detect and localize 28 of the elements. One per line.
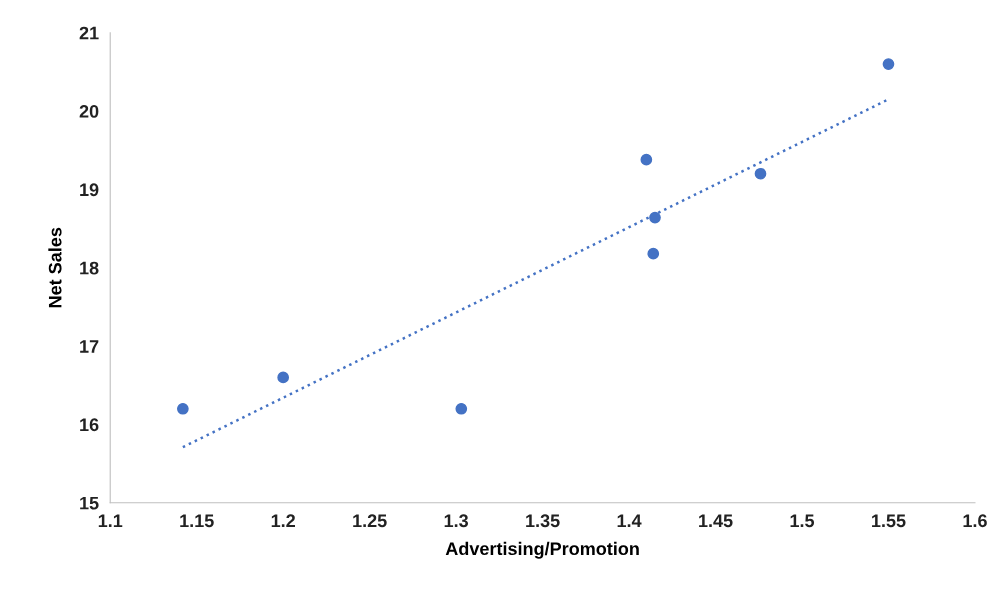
point bbox=[649, 211, 661, 224]
point bbox=[640, 153, 653, 166]
x-tick-label: 1.45 bbox=[699, 514, 733, 528]
x-axis-title: Advertising/Promotion bbox=[445, 541, 639, 559]
x-tick-label: 1.55 bbox=[872, 514, 906, 528]
x-tick-label: 1.1 bbox=[98, 514, 123, 527]
x-tick-label: 1.25 bbox=[353, 514, 387, 528]
point bbox=[455, 402, 468, 415]
point bbox=[647, 247, 660, 260]
x-tick-label: 1.35 bbox=[526, 514, 560, 528]
x-tick-label: 1.3 bbox=[444, 514, 469, 528]
x-tick-label: 1.6 bbox=[963, 514, 987, 528]
point bbox=[754, 167, 767, 180]
y-tick-label: 17 bbox=[80, 340, 99, 353]
point bbox=[882, 58, 895, 70]
x-tick-label: 1.2 bbox=[271, 514, 295, 527]
x-tick-label: 1.4 bbox=[617, 514, 642, 527]
point bbox=[177, 402, 189, 415]
y-tick-label: 19 bbox=[80, 183, 99, 197]
y-tick-label: 18 bbox=[80, 261, 99, 275]
y-tick-label: 20 bbox=[79, 105, 99, 118]
y-axis-title: Net Sales bbox=[48, 227, 62, 308]
point bbox=[277, 371, 290, 384]
y-tick-label: 16 bbox=[80, 418, 99, 432]
y-tick-label: 15 bbox=[80, 496, 99, 510]
x-tick-label: 1.5 bbox=[790, 514, 815, 528]
x-tick-label: 1.15 bbox=[180, 514, 214, 528]
y-tick-label: 21 bbox=[79, 26, 99, 40]
